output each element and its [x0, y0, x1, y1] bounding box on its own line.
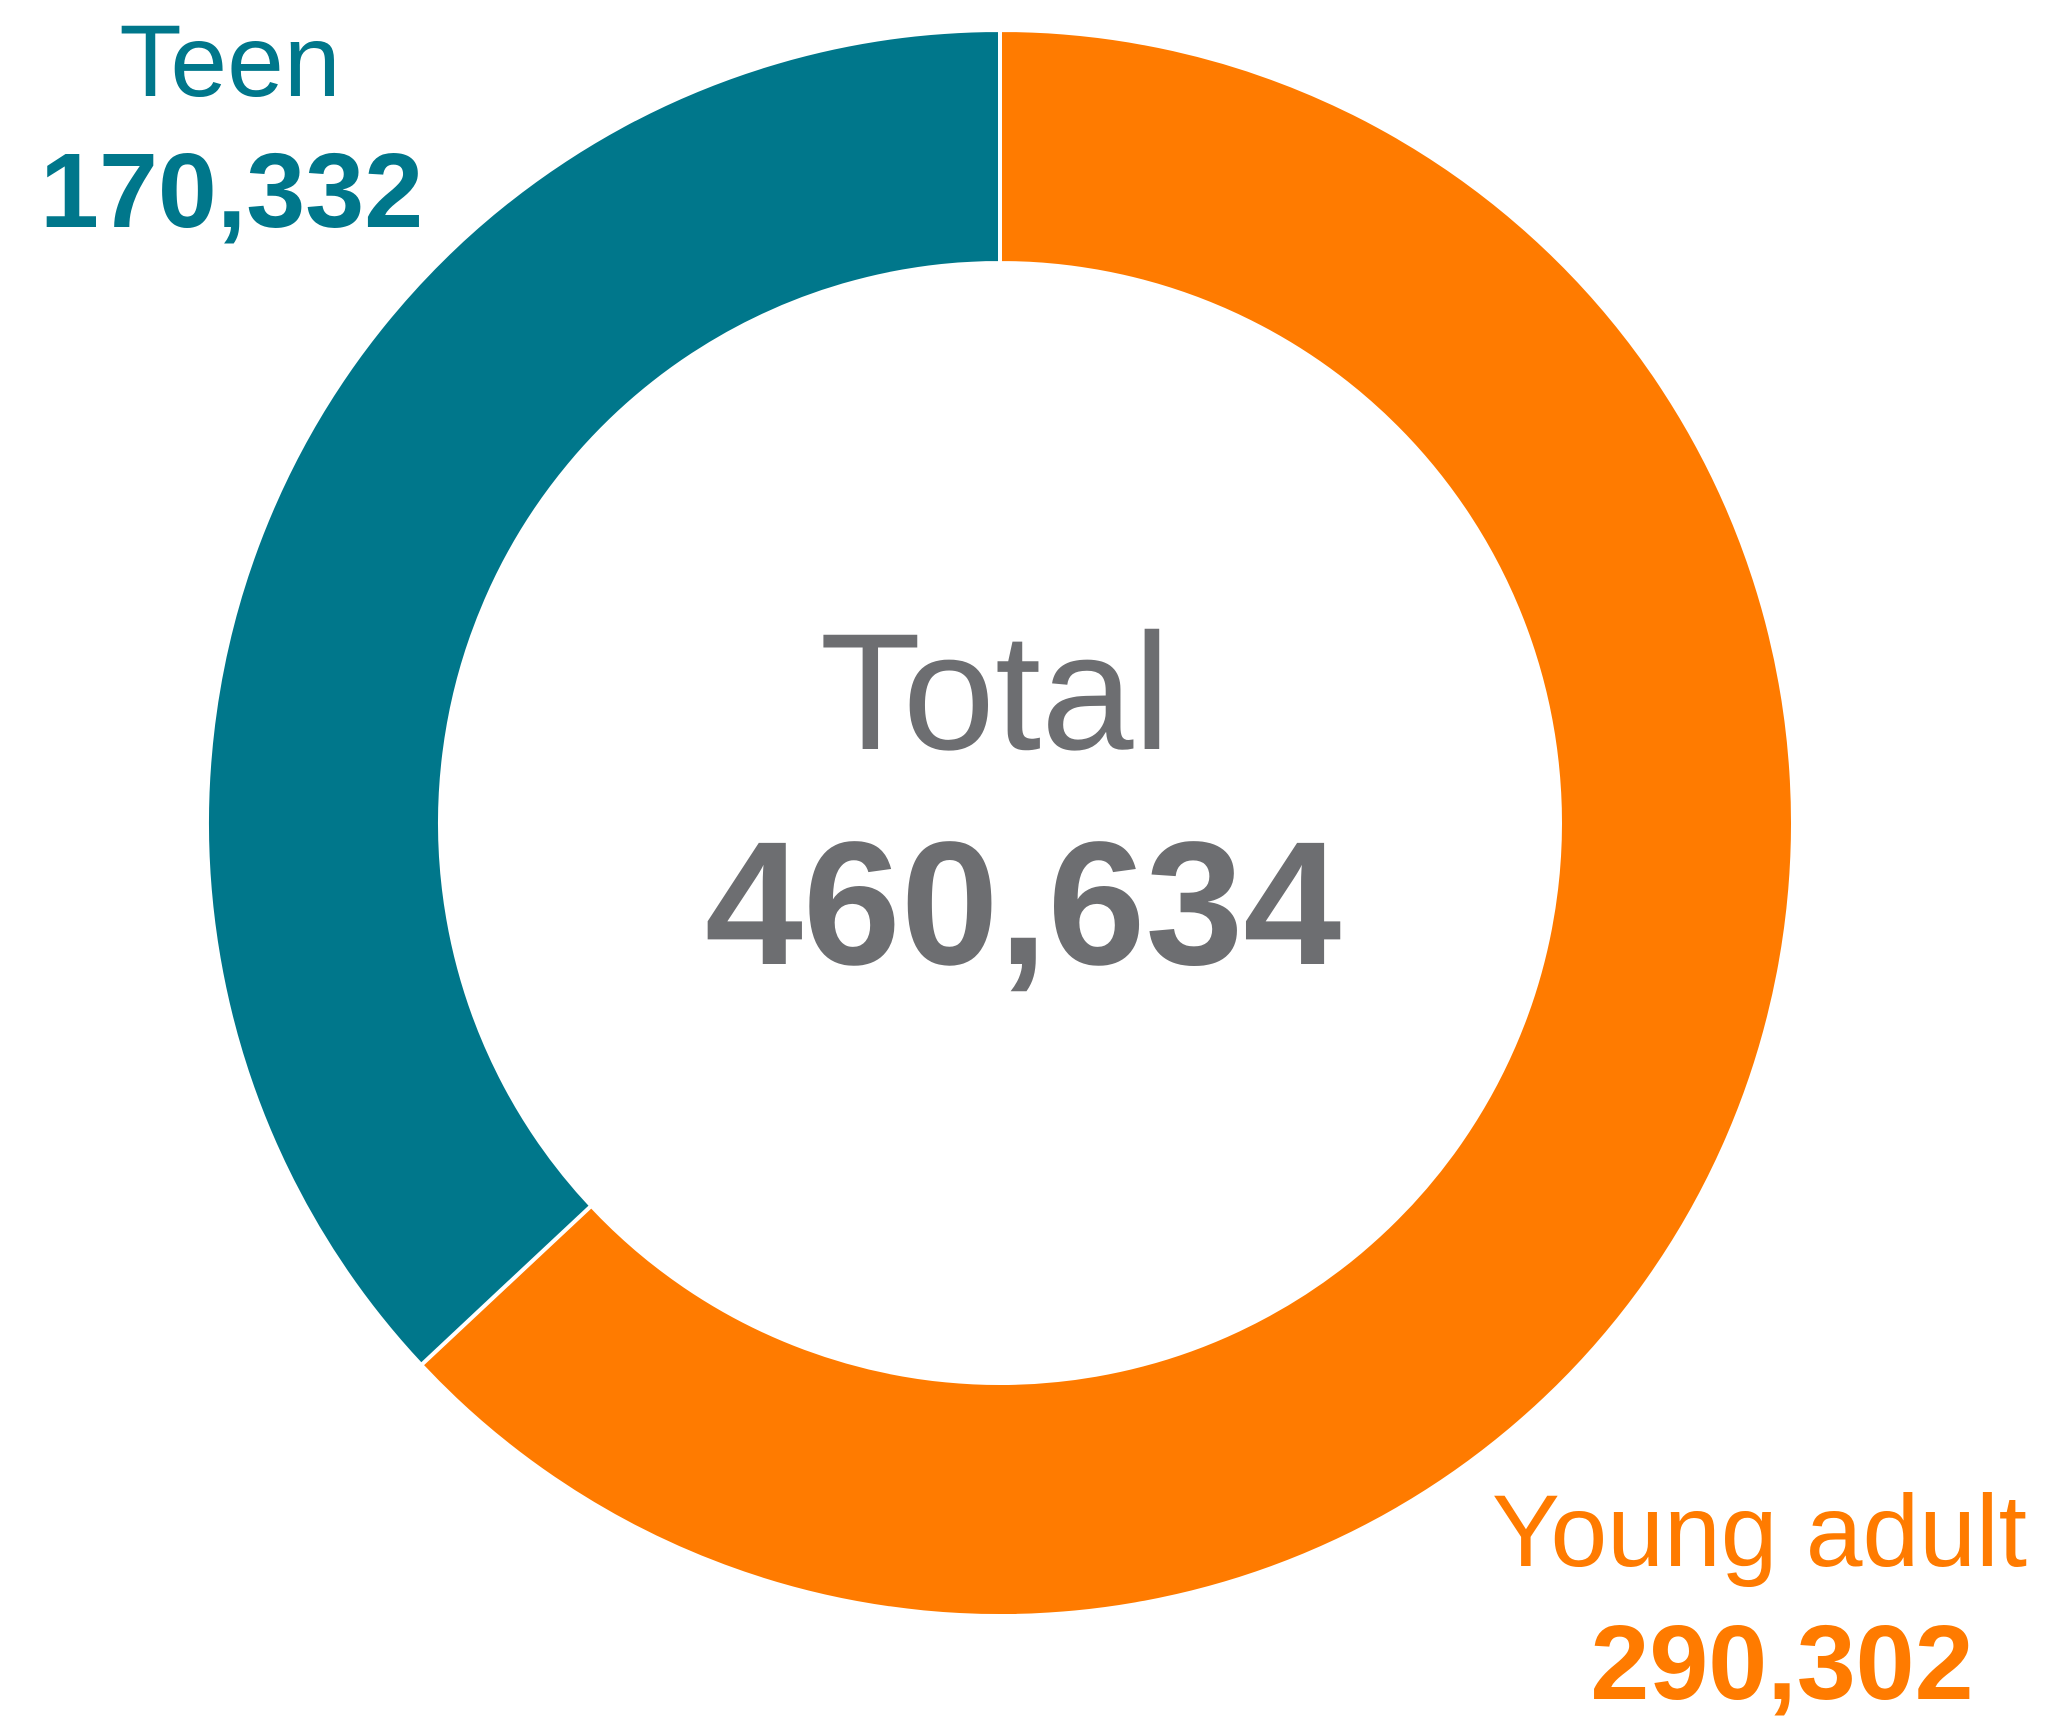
center-value: 460,634 — [705, 806, 1342, 1002]
donut-center: Total 460,634 — [705, 600, 1341, 993]
young-adult-label: Young adult 290,302 — [1467, 1480, 2027, 1716]
young-adult-label-value: 290,302 — [1590, 1604, 1974, 1722]
teen-label: Teen 170,332 — [40, 4, 424, 250]
center-title: Total — [819, 600, 1171, 785]
teen-label-value: 170,332 — [40, 132, 424, 250]
teen-label-name: Teen — [119, 4, 341, 118]
donut-chart: Teen 170,332 Young adult 290,302 Total 4… — [40, 4, 2027, 1716]
donut-slice-young-adult — [418, 27, 1795, 1618]
donut-chart-svg — [205, 27, 1795, 1618]
donut-slice-teen — [205, 27, 1002, 1368]
young-adult-label-name: Young adult — [1491, 1474, 2027, 1588]
